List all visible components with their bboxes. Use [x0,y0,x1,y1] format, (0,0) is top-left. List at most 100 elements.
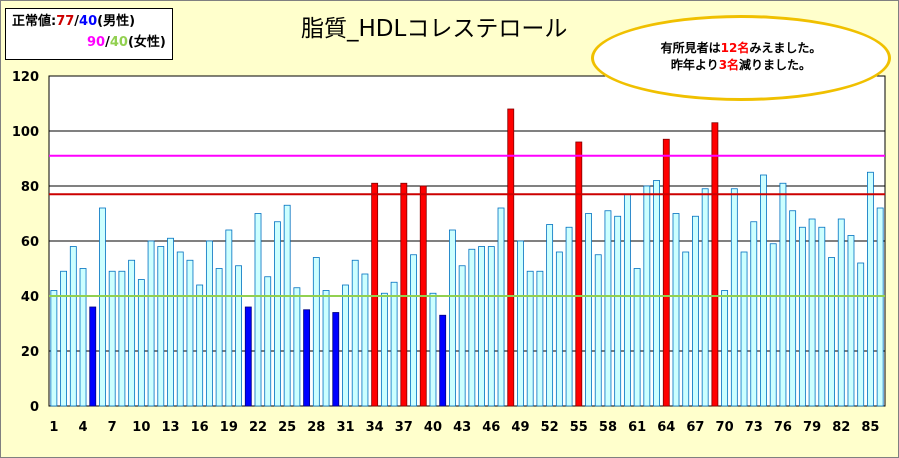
legend-label: 正常値: [12,14,57,29]
bar [429,292,437,407]
bar [351,259,359,407]
note-line2-pre: 昨年より [670,58,719,72]
legend-row-male: 正常値:77/40(男性) [12,12,135,32]
x-tick-label: 28 [307,420,325,435]
bar [468,248,476,407]
bar [235,265,242,407]
bar [69,246,77,407]
bar [633,268,641,407]
bar [186,259,194,407]
x-tick-label: 1 [49,420,58,435]
chart-title: 脂質_HDLコレステロール [301,16,568,42]
bar [167,237,174,407]
bar [672,213,680,407]
bar [244,306,252,407]
bar [546,224,554,407]
legend-female-lower: 40 [109,35,128,50]
bar [507,108,515,407]
bar [604,210,612,407]
bar [147,240,155,407]
bar [439,314,447,407]
bar [769,243,777,407]
bar [876,207,884,407]
bar [254,213,262,407]
x-tick-label: 49 [511,420,529,435]
bar [623,193,631,407]
bar [205,240,213,407]
bar [89,306,97,407]
bar [653,180,660,407]
bar [400,182,408,407]
bar [60,270,67,407]
y-tick-label: 60 [21,235,39,250]
bar [711,122,719,407]
x-tick-label: 82 [832,420,850,435]
bar [274,221,281,407]
bar [701,188,709,407]
x-tick-label: 58 [599,420,617,435]
legend-slash-female: / [105,35,110,50]
x-tick-label: 16 [191,420,209,435]
note-bubble: 有所見者は12名みえました。 昨年より3名減りました。 [591,15,891,101]
bar [99,207,106,407]
note-line2-num: 3名 [718,58,740,72]
bar [283,204,291,407]
bar [176,251,184,407]
legend-male-lower: 40 [79,14,98,29]
bar [740,251,748,407]
bar [585,213,592,407]
y-tick-label: 100 [12,125,39,140]
bar [312,257,320,407]
bar [575,141,583,407]
x-tick-label: 31 [336,420,354,435]
bar [760,174,767,407]
bar [118,270,126,407]
bar [332,312,340,407]
bar [108,270,116,407]
x-tick-label: 22 [249,420,267,435]
bar [196,284,204,407]
bar [662,138,670,407]
bar [721,290,729,407]
x-tick-label: 10 [132,420,150,435]
legend-female-label: (女性) [127,35,166,50]
note-line-1: 有所見者は12名みえました。 [594,39,888,56]
bar [867,171,874,407]
x-tick-label: 70 [716,420,734,435]
bar [410,254,417,407]
x-tick-label: 34 [366,420,384,435]
legend-male-label: (男性) [97,14,136,29]
x-tick-label: 61 [628,420,646,435]
bar [264,276,272,407]
x-tick-label: 67 [686,420,704,435]
bar [380,292,388,407]
x-tick-label: 13 [161,420,179,435]
y-tick-label: 80 [21,180,39,195]
bar [808,218,816,407]
x-tick-label: 37 [395,420,413,435]
x-tick-label: 43 [453,420,471,435]
x-tick-label: 79 [803,420,821,435]
x-tick-label: 55 [570,420,588,435]
bar [526,270,534,407]
bar [342,284,349,407]
bar [517,240,524,407]
bar [497,207,505,407]
y-tick-label: 0 [30,400,39,415]
bar [225,229,233,407]
note-line2-post: 減りました。 [739,58,812,72]
bar [682,251,690,407]
x-tick-label: 19 [220,420,238,435]
bar [157,246,165,407]
x-tick-label: 46 [482,420,500,435]
bar [322,290,330,407]
legend-slash-male: / [74,14,80,29]
bar [818,226,826,407]
bar [361,273,369,407]
bar [798,226,806,407]
bar [692,215,699,407]
note-line1-pre: 有所見者は [660,41,721,55]
bar [847,235,855,407]
bar [789,210,797,407]
x-tick-label: 64 [657,420,675,435]
